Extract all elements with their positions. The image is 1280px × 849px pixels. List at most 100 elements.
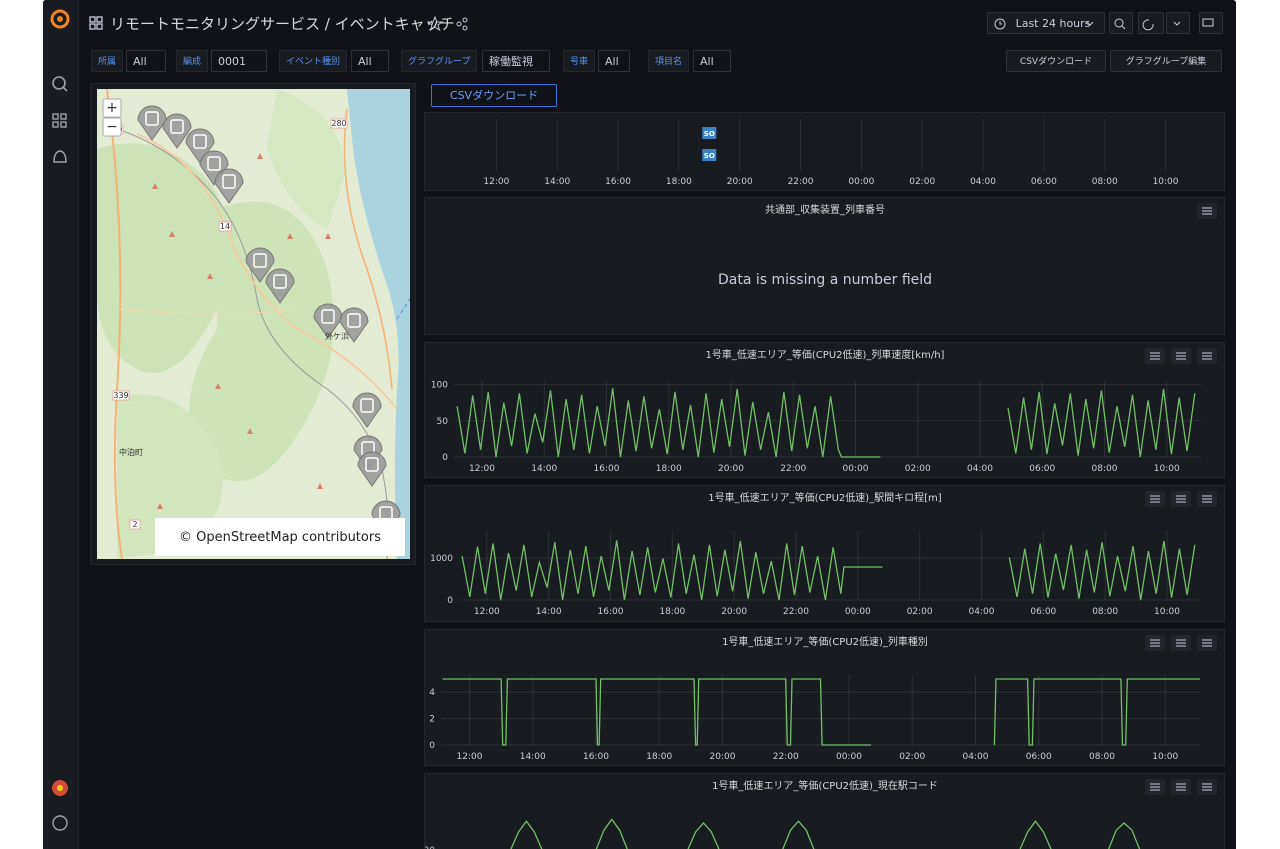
x-tick-label: 04:00	[969, 607, 995, 617]
y-tick-label: 20	[425, 846, 435, 849]
map-panel: 280 280 14 339 2 中泊町 外ケ浜 + − © OpenStree…	[90, 83, 416, 565]
train-markers	[137, 105, 401, 536]
train-marker	[265, 268, 295, 304]
panel-menu-icon	[1176, 639, 1186, 647]
train-marker	[352, 392, 382, 428]
x-tick-label: 00:00	[843, 464, 869, 474]
button-label: CSVダウンロード	[1019, 57, 1093, 67]
dashboards-icon[interactable]	[52, 113, 67, 128]
marker-icon	[170, 119, 184, 134]
x-tick-label: 02:00	[907, 607, 933, 617]
panel: 12:00 14:00 16:00 18:00 20:00 22:00 00:00 02:00…	[424, 112, 1225, 191]
star-icon[interactable]	[428, 16, 444, 32]
filter-value[interactable]: All	[126, 50, 166, 72]
place-label: 中泊町	[119, 447, 143, 457]
panel-chart: 12:00 14:00 16:00 18:00 20:00 22:00 00:00 02:00…	[483, 119, 1179, 187]
marker-pin	[265, 268, 295, 304]
x-tick-label: 18:00	[666, 177, 692, 187]
filter-value[interactable]: All	[693, 50, 731, 72]
attribution[interactable]: © OpenStreetMap contributors	[179, 530, 381, 545]
panel-menu-icon	[1150, 352, 1160, 360]
map[interactable]: 280 280 14 339 2 中泊町 外ケ浜 + − © OpenStree…	[97, 89, 410, 559]
forest	[97, 143, 230, 373]
panel-menu-icon	[1176, 352, 1186, 360]
filter-value[interactable]: All	[598, 50, 630, 72]
x-tick-label: 20:00	[709, 752, 735, 762]
train-marker	[339, 307, 369, 343]
panel-message: Data is missing a number field	[718, 272, 932, 288]
train-marker	[245, 247, 275, 283]
x-tick-label: 00:00	[848, 177, 874, 187]
search-icon[interactable]	[52, 76, 66, 90]
train-marker	[214, 168, 244, 204]
attribution-box	[155, 518, 405, 556]
series-line	[461, 540, 1196, 601]
refresh-interval-button[interactable]	[1166, 12, 1190, 34]
x-tick-label: 14:00	[520, 752, 546, 762]
zoom-in-label: +	[106, 100, 118, 116]
edit-group-button[interactable]: グラフグループ編集	[1110, 50, 1222, 72]
x-tick-label: 00:00	[836, 752, 862, 762]
refresh-button[interactable]	[1138, 12, 1164, 34]
panel-title: 1号車_低速エリア_等価(CPU2低速)_列車速度[km/h]	[706, 348, 945, 361]
x-tick-label: 20:00	[721, 607, 747, 617]
marker-icon	[347, 313, 361, 328]
sidebar	[43, 0, 79, 849]
marker-icon	[193, 134, 207, 149]
road	[343, 108, 393, 390]
share-icon[interactable]	[456, 17, 468, 31]
panel-csv-download[interactable]: CSVダウンロード	[431, 84, 557, 107]
filter-value[interactable]: 稼働監視	[482, 50, 550, 72]
panel-chart: 1号車_低速エリア_等価(CPU2低速)_列車速度[km/h] 12:00 14:0…	[431, 348, 1217, 474]
x-tick-label: 10:00	[1152, 752, 1178, 762]
x-tick-label: 18:00	[659, 607, 685, 617]
x-tick-label: 06:00	[1030, 607, 1056, 617]
marker-pin	[185, 128, 215, 164]
title-icons	[428, 16, 468, 32]
marker-icon	[273, 274, 287, 289]
panel: 1号車_低速エリア_等価(CPU2低速)_現在駅コード 20	[424, 773, 1225, 849]
panel-menu-icon	[1150, 783, 1160, 791]
csv-download-button[interactable]: CSVダウンロード	[1006, 50, 1106, 72]
marker-icon	[321, 309, 335, 324]
view-mode-button[interactable]	[1199, 12, 1223, 34]
filter-value[interactable]: All	[351, 50, 389, 72]
y-tick-label: 1000	[430, 554, 453, 564]
x-tick-label: 14:00	[536, 607, 562, 617]
marker-pin	[214, 168, 244, 204]
x-tick-label: 12:00	[474, 607, 500, 617]
panel-title: 1号車_低速エリア_等価(CPU2低速)_現在駅コード	[712, 779, 938, 792]
alert-icon[interactable]	[53, 150, 67, 163]
panel-menu-icon	[1150, 495, 1160, 503]
x-tick-label: 12:00	[456, 752, 482, 762]
zoom-in-button[interactable]	[102, 98, 122, 118]
marker-icon	[365, 457, 379, 472]
x-tick-label: 04:00	[967, 464, 993, 474]
forest	[267, 89, 347, 229]
peaks	[152, 153, 331, 509]
zoom-out-button[interactable]	[102, 117, 122, 137]
x-tick-label: 04:00	[970, 177, 996, 187]
zoom-out-label: −	[106, 119, 118, 135]
x-tick-label: 12:00	[469, 464, 495, 474]
marker-icon	[253, 253, 267, 268]
filter-label: グラフグループ	[401, 50, 478, 72]
event-marker[interactable]	[702, 149, 717, 161]
event-marker[interactable]	[702, 127, 717, 139]
logo-dot	[57, 16, 63, 22]
logo[interactable]	[50, 9, 70, 29]
panel-title: 1号車_低速エリア_等価(CPU2低速)_駅間キロ程[m]	[708, 491, 942, 504]
time-picker[interactable]: Last 24 hours	[987, 12, 1105, 34]
zoom-out-button[interactable]	[1109, 12, 1133, 34]
sidebar-icons	[50, 9, 70, 831]
x-tick-label: 22:00	[773, 752, 799, 762]
road-number: 339	[113, 391, 128, 400]
panel-title: 共通部_収集装置_列車番号	[765, 203, 885, 216]
filter-value[interactable]: 0001	[211, 50, 267, 72]
panel-title: 1号車_低速エリア_等価(CPU2低速)_列車種別	[722, 635, 928, 648]
marker-icon	[145, 111, 159, 126]
road-number: 280	[331, 119, 346, 128]
x-tick-label: 02:00	[899, 752, 925, 762]
help-icon[interactable]	[52, 815, 68, 831]
panel: 共通部_収集装置_列車番号 Data is missing a number fi…	[424, 197, 1225, 335]
